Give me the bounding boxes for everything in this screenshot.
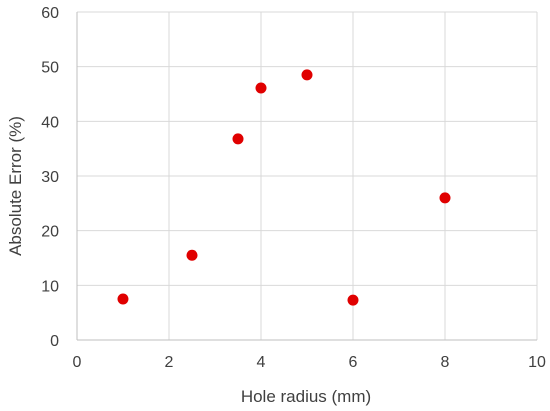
data-point-7 xyxy=(439,192,451,204)
y-tick-label-30: 30 xyxy=(41,169,59,186)
y-tick-label-40: 40 xyxy=(41,114,59,131)
y-tick-label-60: 60 xyxy=(41,5,59,22)
x-axis-title: Hole radius (mm) xyxy=(241,387,371,406)
y-tick-label-10: 10 xyxy=(41,278,59,295)
x-tick-label-4: 4 xyxy=(257,354,266,371)
tick-labels: 0 10 20 30 40 50 60 0 2 4 6 8 10 xyxy=(41,5,546,371)
data-point-2 xyxy=(186,249,198,261)
data-point-5 xyxy=(301,69,313,81)
data-points xyxy=(117,69,451,306)
y-tick-label-0: 0 xyxy=(50,333,59,350)
x-tick-label-6: 6 xyxy=(349,354,358,371)
data-point-1 xyxy=(117,293,129,305)
grid-layer xyxy=(77,11,538,340)
x-tick-label-0: 0 xyxy=(73,354,82,371)
x-tick-label-2: 2 xyxy=(165,354,174,371)
data-point-6 xyxy=(347,294,359,306)
x-tick-label-10: 10 xyxy=(528,354,546,371)
x-tick-label-8: 8 xyxy=(441,354,450,371)
y-tick-label-20: 20 xyxy=(41,224,59,241)
data-point-4 xyxy=(255,82,267,94)
axis-layer xyxy=(76,12,537,341)
y-tick-label-50: 50 xyxy=(41,60,59,77)
y-axis-title: Absolute Error (%) xyxy=(6,116,25,256)
data-point-3 xyxy=(232,133,244,145)
